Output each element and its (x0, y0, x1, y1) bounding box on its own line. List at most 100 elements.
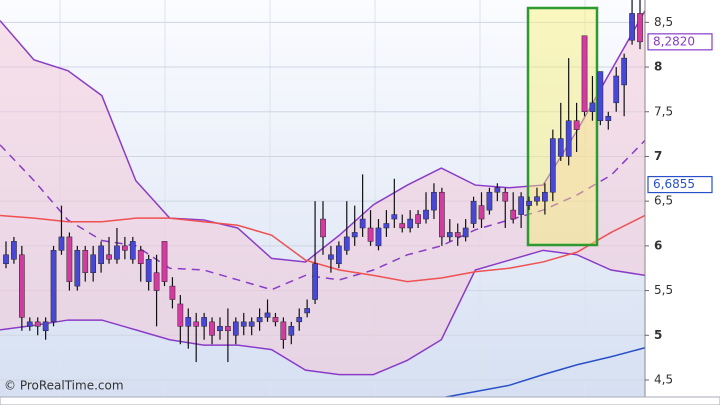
candle-body (185, 317, 192, 327)
candle-body (122, 245, 128, 251)
price-label-box (647, 175, 713, 194)
candle-body (399, 223, 406, 229)
candle-body (201, 317, 207, 327)
y-tick-label: 5,5 (654, 283, 673, 297)
candle-body (161, 241, 168, 282)
candle-body (407, 218, 414, 229)
candle-body (3, 254, 9, 264)
candle-body (129, 241, 136, 260)
indicator-line (0, 249, 646, 376)
candle-body (502, 191, 509, 202)
y-tick-label: 5 (654, 328, 662, 342)
candle-body (82, 250, 89, 273)
candle-body (66, 236, 73, 282)
candle-body (137, 250, 144, 264)
price-label: 8,2820 (653, 34, 695, 48)
candle-body (232, 321, 239, 336)
candle-body (272, 317, 279, 323)
candle-body (240, 321, 247, 327)
candle-body (557, 138, 564, 157)
candle-body (153, 272, 160, 291)
candle-body (280, 321, 287, 340)
candle-body (106, 254, 112, 260)
candle-body (304, 308, 310, 314)
candle-body (98, 245, 104, 264)
candle-body (312, 263, 318, 300)
credit: © ProRealTime.com (4, 379, 124, 393)
candle-body (90, 254, 97, 273)
candle-body (597, 71, 604, 121)
candle-body (423, 209, 429, 220)
candle-body (58, 236, 65, 251)
candle-layer (3, 0, 643, 363)
candle-body (42, 321, 49, 332)
candle-body (320, 218, 326, 238)
lower-pane (0, 396, 720, 405)
y-tick-label: 8,5 (654, 15, 673, 29)
candle-body (383, 223, 390, 229)
indicator-line (0, 214, 646, 283)
candle-body (637, 13, 643, 43)
candle-body (439, 191, 445, 238)
band-fill (0, 10, 645, 375)
candle-body (225, 326, 231, 332)
candle-body (478, 205, 485, 220)
candle-body (446, 232, 453, 238)
candle-body (526, 200, 532, 206)
candle-body (629, 13, 635, 41)
candle-body (431, 191, 437, 211)
candle-body (605, 115, 612, 121)
candle-body (296, 317, 303, 323)
indicator-line (441, 347, 646, 399)
candle-body (169, 285, 176, 300)
candle-body (486, 191, 493, 211)
y-tick-label: 7,5 (654, 104, 673, 118)
candle-body (494, 187, 501, 193)
candle-body (177, 303, 184, 327)
candle-body (114, 245, 120, 260)
candle-body (470, 200, 477, 224)
y-tick-label: 8 (654, 60, 662, 74)
y-tick-label: 6 (654, 238, 662, 252)
candle-body (11, 241, 17, 260)
candle-body (581, 35, 588, 113)
candle-body (288, 326, 295, 336)
candle-body (209, 321, 215, 336)
y-tick-label: 6,5 (654, 194, 673, 208)
y-tick-label: 7 (654, 149, 662, 163)
candle-body (534, 196, 540, 202)
candle-body (613, 75, 620, 104)
y-tick-label: 4,5 (654, 372, 673, 386)
candle-body (518, 196, 524, 215)
candle-body (26, 321, 33, 327)
price-label: 6,6855 (653, 177, 695, 191)
candle-body (19, 254, 25, 318)
candle-body (375, 227, 382, 247)
candle-body (336, 245, 342, 264)
candle-body (510, 209, 517, 220)
candle-body (367, 227, 374, 242)
candle-body (573, 120, 580, 130)
candle-body (74, 250, 81, 287)
candle-body (415, 214, 421, 224)
price-label-box (647, 33, 713, 51)
candle-body (589, 102, 596, 113)
candle-body (542, 191, 548, 202)
candle-body (351, 232, 358, 238)
candle-body (454, 232, 461, 238)
candle-body (328, 254, 334, 260)
candle-body (462, 227, 469, 238)
candle-body (193, 321, 200, 327)
candle-body (217, 326, 223, 332)
candle-body (264, 312, 271, 318)
candle-body (145, 259, 152, 282)
indicator-line (0, 139, 646, 291)
candle-body (549, 138, 556, 193)
candle-body (359, 218, 366, 229)
candle-body (34, 321, 41, 327)
candle-body (621, 57, 627, 86)
candle-body (391, 214, 398, 220)
candle-body (343, 236, 350, 251)
candle-body (256, 317, 263, 323)
